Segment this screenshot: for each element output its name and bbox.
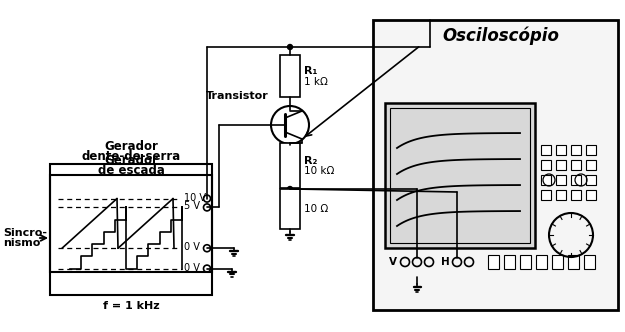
Bar: [520, 255, 531, 269]
Bar: [556, 190, 566, 200]
Bar: [571, 145, 581, 155]
Text: H: H: [441, 257, 449, 267]
Bar: [586, 190, 596, 200]
Circle shape: [288, 187, 292, 192]
Bar: [556, 145, 566, 155]
Text: 0 V: 0 V: [184, 263, 200, 273]
Circle shape: [288, 44, 292, 49]
Text: Gerador: Gerador: [104, 139, 158, 152]
Bar: [385, 103, 535, 248]
Text: 10 Ω: 10 Ω: [304, 204, 328, 214]
Bar: [568, 255, 579, 269]
Text: Gerador: Gerador: [104, 153, 158, 167]
Bar: [556, 160, 566, 170]
Text: 5 V: 5 V: [184, 202, 200, 211]
Bar: [586, 160, 596, 170]
Bar: [541, 160, 551, 170]
Bar: [280, 55, 300, 97]
Bar: [586, 145, 596, 155]
Text: R₂: R₂: [304, 155, 318, 165]
Text: 1 kΩ: 1 kΩ: [304, 77, 328, 87]
Text: Transistor: Transistor: [206, 91, 269, 101]
Bar: [571, 160, 581, 170]
Bar: [488, 255, 499, 269]
Bar: [541, 175, 551, 185]
Bar: [390, 108, 530, 243]
Text: f = 1 kHz: f = 1 kHz: [102, 301, 159, 311]
Bar: [541, 145, 551, 155]
Text: Osciloscópio: Osciloscópio: [442, 27, 559, 45]
Text: 0 V: 0 V: [184, 242, 200, 252]
Bar: [373, 20, 618, 310]
Bar: [552, 255, 563, 269]
Bar: [571, 175, 581, 185]
Bar: [584, 255, 595, 269]
Bar: [536, 255, 547, 269]
Bar: [280, 189, 300, 229]
Text: nismo: nismo: [3, 238, 41, 248]
Text: de escada: de escada: [98, 164, 164, 178]
Text: R₁: R₁: [304, 66, 318, 76]
Bar: [571, 190, 581, 200]
Text: 10 V: 10 V: [184, 193, 206, 203]
Bar: [50, 175, 212, 295]
Bar: [504, 255, 515, 269]
Bar: [280, 143, 300, 188]
Text: V: V: [389, 257, 397, 267]
Text: dente-de-serra: dente-de-serra: [81, 150, 181, 163]
Bar: [556, 175, 566, 185]
Text: Sincro-: Sincro-: [3, 228, 47, 238]
Bar: [541, 190, 551, 200]
Text: 10 kΩ: 10 kΩ: [304, 167, 334, 177]
Bar: [50, 164, 212, 272]
Bar: [586, 175, 596, 185]
